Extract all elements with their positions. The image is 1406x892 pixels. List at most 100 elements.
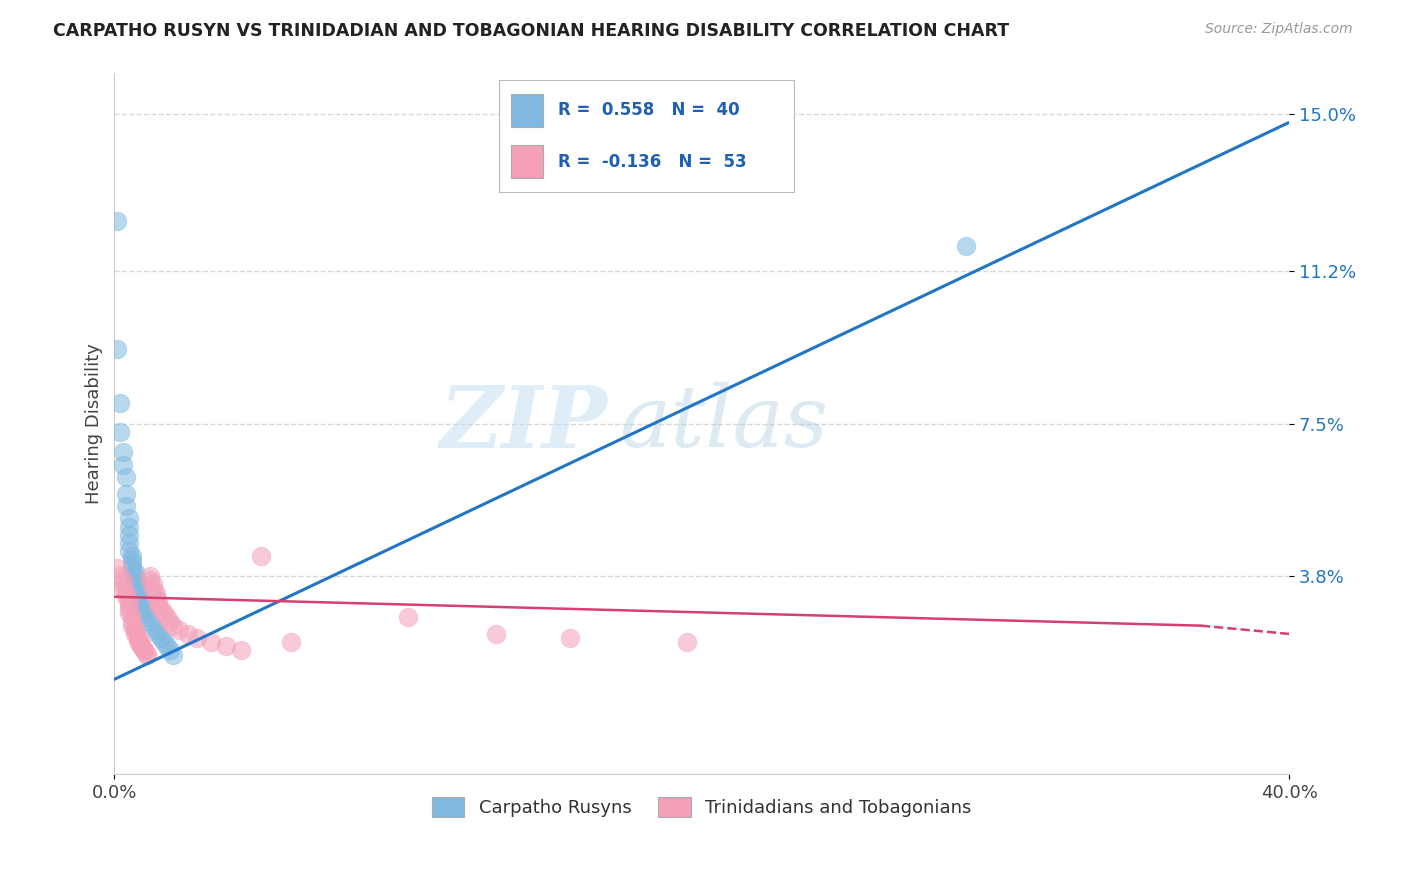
Point [129,640,152,654]
Point [135,610,157,624]
Point [127,635,149,649]
Point [112,582,135,596]
Point [280,635,302,649]
Point [148,594,170,608]
Point [121,615,143,629]
Point [121,552,143,566]
Point [186,631,208,645]
Point [142,582,165,596]
Point [159,643,181,657]
Point [121,561,143,575]
Point [105,214,128,228]
Bar [510,145,543,178]
Point [138,615,160,629]
Point [115,486,138,500]
Point [153,635,176,649]
Point [156,640,179,654]
Point [105,561,128,575]
Point [124,623,146,637]
Point [129,594,152,608]
Point [150,602,173,616]
Point [118,528,141,542]
Point [124,574,146,588]
Text: CARPATHO RUSYN VS TRINIDADIAN AND TOBAGONIAN HEARING DISABILITY CORRELATION CHAR: CARPATHO RUSYN VS TRINIDADIAN AND TOBAGO… [53,22,1010,40]
Point [229,643,252,657]
Point [118,519,141,533]
Point [115,585,138,599]
Point [118,607,141,621]
Point [558,631,581,645]
Point [200,635,222,649]
Point [150,631,173,645]
Point [396,610,419,624]
Text: Source: ZipAtlas.com: Source: ZipAtlas.com [1205,22,1353,37]
Point [127,631,149,645]
Point [110,425,132,439]
Point [162,648,184,662]
Point [127,631,149,645]
Bar [510,94,543,128]
Point [132,643,155,657]
Text: atlas: atlas [620,382,828,465]
Point [132,602,155,616]
Point [118,536,141,550]
Point [118,594,141,608]
Text: ZIP: ZIP [440,382,607,466]
Point [167,623,190,637]
Point [127,590,149,604]
Point [115,470,138,484]
Point [138,569,160,583]
Point [115,590,138,604]
Point [121,557,143,571]
Point [129,635,152,649]
Point [135,648,157,662]
Point [127,582,149,596]
Point [124,627,146,641]
Point [129,640,152,654]
Legend: Carpatho Rusyns, Trinidadians and Tobagonians: Carpatho Rusyns, Trinidadians and Tobago… [425,789,979,825]
Point [124,565,146,579]
Point [142,577,165,591]
Point [121,610,143,624]
Point [124,569,146,583]
Point [148,627,170,641]
Point [485,627,508,641]
Point [132,643,155,657]
Point [112,574,135,588]
Point [135,648,157,662]
Point [121,549,143,563]
Point [215,640,238,654]
Point [955,239,977,253]
Point [118,598,141,612]
Point [124,623,146,637]
Point [132,607,155,621]
Point [145,623,167,637]
Point [105,343,128,357]
Point [112,458,135,472]
Point [112,577,135,591]
Point [159,615,181,629]
Point [110,396,132,410]
Point [162,618,184,632]
Point [177,627,200,641]
Y-axis label: Hearing Disability: Hearing Disability [86,343,103,504]
Point [156,610,179,624]
Point [676,635,699,649]
Point [112,445,135,459]
Point [115,499,138,513]
Point [118,602,141,616]
Point [127,577,149,591]
Point [250,549,273,563]
Text: R =  0.558   N =  40: R = 0.558 N = 40 [558,102,740,120]
Point [145,590,167,604]
Point [148,598,170,612]
Point [129,598,152,612]
Point [121,618,143,632]
Point [145,585,167,599]
Point [118,511,141,525]
Point [138,574,160,588]
Point [153,607,176,621]
Point [127,585,149,599]
Text: R =  -0.136   N =  53: R = -0.136 N = 53 [558,153,747,170]
Point [110,569,132,583]
